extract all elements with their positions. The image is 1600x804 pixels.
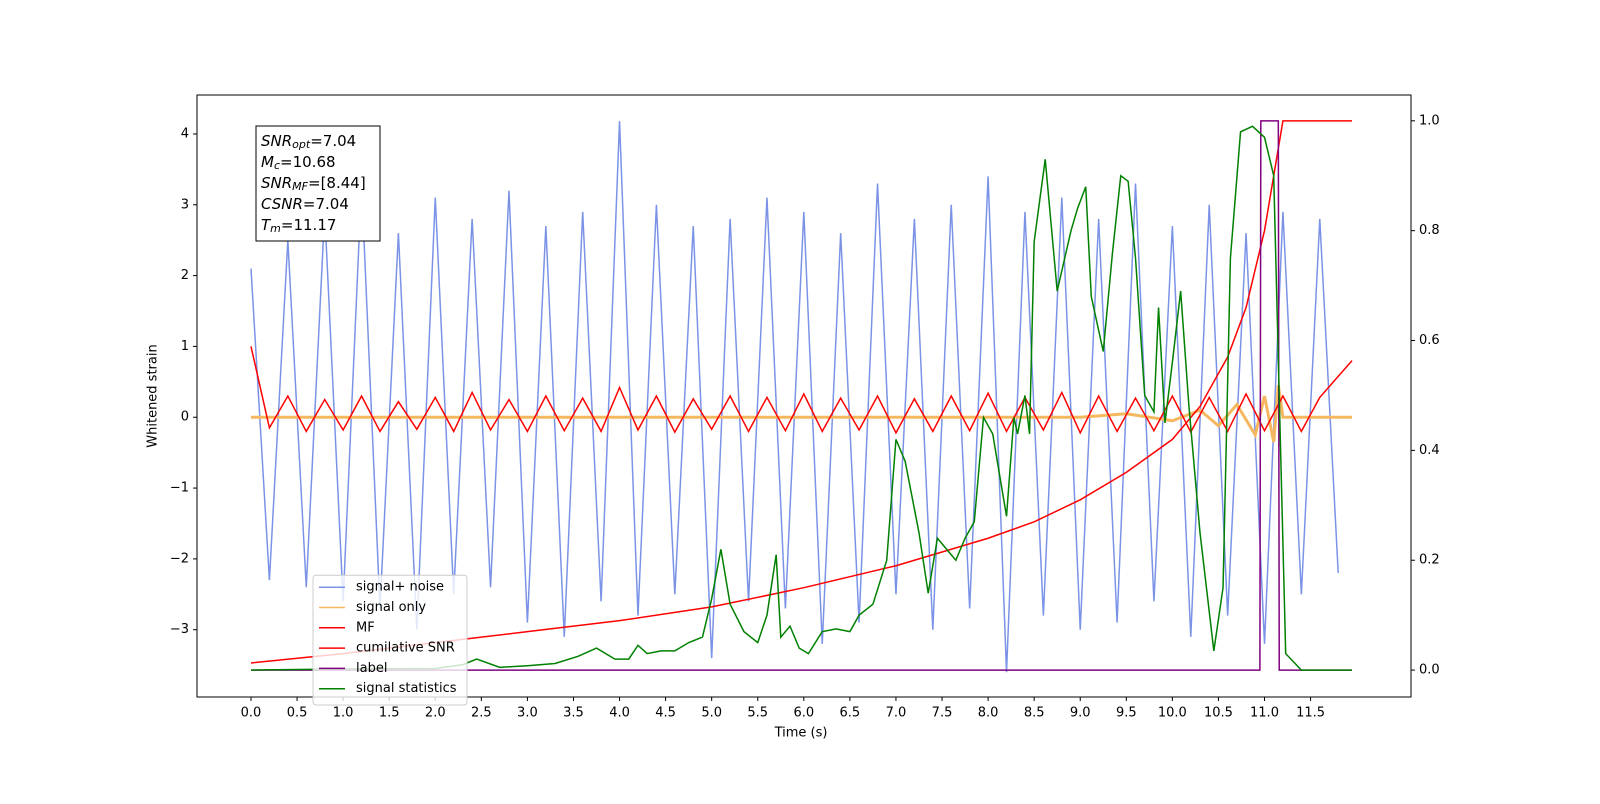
annotation-line: Mc=10.68 (261, 153, 336, 173)
series-line (250, 125, 1353, 671)
annotation-sub: opt (292, 138, 311, 151)
legend-label: cumilative SNR (356, 641, 455, 656)
annotation-sub: MF (292, 180, 308, 193)
annotation-line: CSNR=7.04 (261, 195, 349, 213)
y-tick-label: 2 (181, 268, 189, 283)
x-tick-label: 2.0 (425, 706, 446, 721)
annotation-base: T (261, 216, 272, 234)
y-tick-label: −3 (170, 622, 189, 637)
y2-tick-label: 1.0 (1419, 113, 1440, 128)
y2-tick-label: 0.2 (1419, 553, 1440, 568)
annotation-sub: m (270, 222, 281, 235)
x-tick-label: 10.5 (1204, 706, 1233, 721)
plot-frame (196, 94, 1412, 698)
x-tick-label: 8.5 (1024, 706, 1045, 721)
y-tick-label: −1 (170, 481, 189, 496)
x-tick-label: 2.5 (471, 706, 492, 721)
series-line (250, 120, 1353, 671)
series-line (250, 346, 1353, 435)
legend-label: signal+ noise (356, 580, 444, 595)
x-tick-label: 11.0 (1250, 706, 1279, 721)
x-tick-label: 10.0 (1158, 706, 1187, 721)
x-tick-label: 6.5 (840, 706, 861, 721)
legend-label: label (356, 661, 387, 676)
y2-tick-label: 0.8 (1419, 223, 1440, 238)
x-tick-label: 1.0 (333, 706, 354, 721)
annotation-sub: c (274, 159, 280, 172)
annotation-text: =10.68 (280, 153, 336, 171)
annotation-text: =7.04 (310, 132, 356, 150)
legend-label: signal statistics (356, 681, 457, 696)
y-tick-label: 3 (181, 197, 189, 212)
x-tick-label: 4.0 (609, 706, 630, 721)
annotation-base: CSNR (261, 195, 303, 213)
x-tick-label: 5.5 (747, 706, 768, 721)
x-tick-label: 1.5 (379, 706, 400, 721)
annotation-base: SNR (261, 132, 292, 150)
x-tick-label: 8.0 (978, 706, 999, 721)
y2-tick-label: 0.6 (1419, 333, 1440, 348)
legend-box (312, 574, 468, 706)
y-axis-label: Whitened strain (146, 344, 161, 447)
y-tick-label: 0 (181, 410, 189, 425)
legend-label: signal only (356, 600, 426, 615)
plot-area (250, 120, 1353, 673)
x-tick-label: 0.5 (287, 706, 308, 721)
annotation-line: SNRopt=7.04 (261, 132, 356, 152)
annotation-text: =7.04 (303, 195, 349, 213)
annotation-base: SNR (261, 174, 292, 192)
x-tick-label: 7.0 (886, 706, 907, 721)
y-tick-label: −2 (170, 551, 189, 566)
x-tick-label: 0.0 (241, 706, 262, 721)
annotation-line: SNRMF=[8.44] (261, 174, 366, 194)
annotation-box (255, 125, 381, 242)
series-line (250, 120, 1353, 664)
x-tick-label: 3.0 (517, 706, 538, 721)
y-tick-label: 1 (181, 339, 189, 354)
x-tick-label: 3.5 (563, 706, 584, 721)
x-tick-label: 5.0 (701, 706, 722, 721)
x-tick-label: 7.5 (932, 706, 953, 721)
y-tick-label: 4 (181, 126, 189, 141)
annotation-base: M (261, 153, 274, 171)
x-tick-label: 4.5 (655, 706, 676, 721)
x-tick-label: 9.5 (1116, 706, 1137, 721)
y2-tick-label: 0.4 (1419, 443, 1440, 458)
legend-label: MF (356, 620, 375, 635)
series-line (250, 121, 1339, 673)
x-tick-label: 9.0 (1070, 706, 1091, 721)
annotation-line: Tm=11.17 (261, 216, 336, 236)
annotation-text: =[8.44] (308, 174, 366, 192)
x-tick-label: 6.0 (793, 706, 814, 721)
x-tick-label: 11.5 (1296, 706, 1325, 721)
x-axis-label: Time (s) (774, 726, 828, 741)
annotation-text: =11.17 (281, 216, 337, 234)
series-line (250, 385, 1353, 443)
y2-tick-label: 0.0 (1419, 663, 1440, 678)
